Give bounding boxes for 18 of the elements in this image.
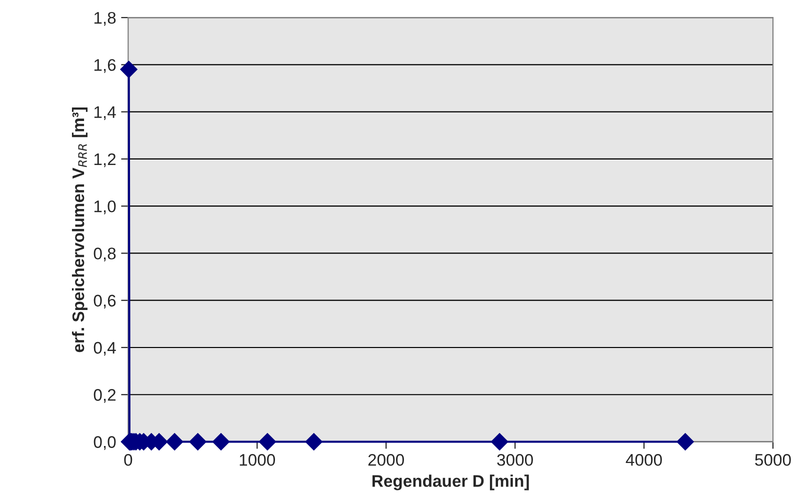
x-tick-label: 5000 (755, 454, 791, 466)
x-axis-title: Regendauer D [min] (372, 474, 529, 490)
x-tick-label: 0 (124, 454, 132, 466)
y-tick-label: 0,0 (94, 436, 116, 450)
y-tick-label: 0,8 (94, 248, 116, 262)
y-tick-label: 1,2 (94, 153, 116, 168)
y-tick-label: 1,0 (94, 200, 116, 214)
y-tick-label: 1,4 (94, 106, 116, 120)
y-tick-label: 0,6 (94, 294, 116, 309)
y-tick-label: 1,6 (94, 59, 116, 73)
y-axis-title: erf. Speichervolumen V$_{RRR}$ [m³] (72, 107, 88, 352)
y-tick-label: 0,2 (94, 389, 116, 403)
x-tick-label: 2000 (368, 454, 404, 466)
x-tick-label: 1000 (240, 454, 276, 466)
y-tick-label: 1,8 (94, 12, 116, 26)
x-tick-label: 4000 (626, 454, 662, 466)
x-tick-label: 3000 (497, 454, 533, 466)
y-tick-label: 0,4 (94, 342, 116, 356)
